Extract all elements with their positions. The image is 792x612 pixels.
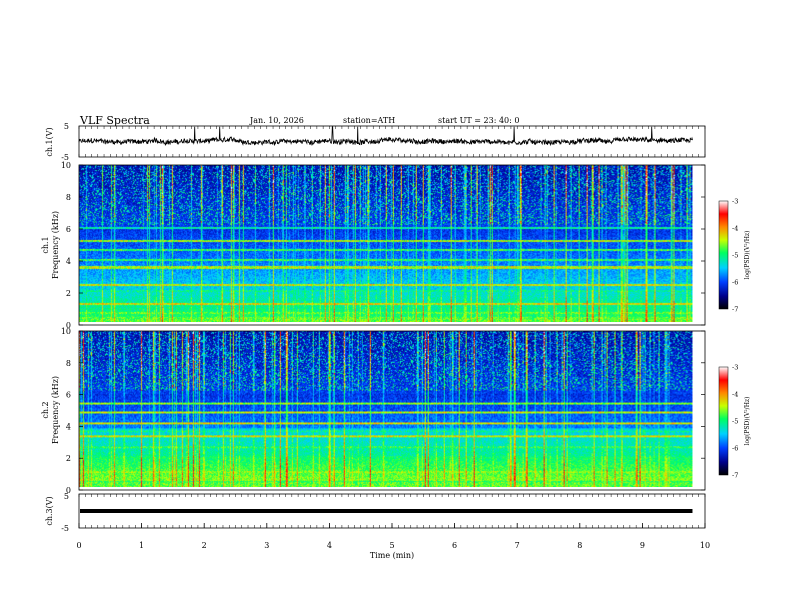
ch1-colorbar-tick-label: -6 bbox=[732, 279, 738, 287]
x-tick-label: 8 bbox=[577, 541, 582, 550]
ch1-spectrogram-image bbox=[79, 165, 693, 322]
ch1-spectrogram-ytick-label: 10 bbox=[61, 161, 71, 170]
ch1-colorbar-scale bbox=[718, 200, 729, 310]
x-tick-label: 2 bbox=[202, 541, 207, 550]
x-axis-label: Time (min) bbox=[370, 551, 414, 560]
ch2-spectrogram-frame bbox=[78, 330, 706, 491]
ch2-colorbar-tick-label: -5 bbox=[732, 418, 738, 426]
ch1-spectrogram-frame bbox=[78, 164, 706, 326]
ch2-colorbar-tick-label: -6 bbox=[732, 445, 738, 453]
ch2-spectrogram-ytick-label: 6 bbox=[66, 391, 71, 400]
ch2-colorbar-tick-label: -7 bbox=[732, 472, 738, 480]
ch2-spectrogram-ytick-label: 10 bbox=[61, 327, 71, 336]
ch1-waveform-panel: 5 -5 ch.1(V) bbox=[45, 122, 706, 162]
ch1-colorbar-tick-label: -4 bbox=[732, 225, 738, 233]
ch2-spectrogram-panel: 0 2 4 6 8 10 ch.2 Frequency (kHz) bbox=[41, 327, 706, 495]
ch2-colorbar-scale bbox=[718, 366, 729, 476]
ch2-spectrogram-ytick-label: 0 bbox=[66, 486, 71, 495]
ch1-colorbar-tick-label: -3 bbox=[732, 198, 738, 206]
ch1-colorbar-tick-label: -7 bbox=[732, 306, 738, 314]
ch1-spectrogram-panel: 0 2 4 6 8 10 ch.1 Frequency (kHz) bbox=[41, 161, 706, 330]
header-start-time: start UT = 23: 40: 0 bbox=[438, 116, 519, 125]
x-tick-label: 10 bbox=[700, 541, 710, 550]
ch2-colorbar-tick-label: -3 bbox=[732, 364, 738, 372]
x-tick-label: 9 bbox=[640, 541, 645, 550]
ch1-spectrogram-ytick-label: 6 bbox=[66, 225, 71, 234]
header-date: Jan. 10, 2026 bbox=[249, 116, 304, 125]
ch1-colorbar-label: log(PSD)(V²/Hz) bbox=[744, 231, 751, 280]
ch2-colorbar-tick-label: -4 bbox=[732, 391, 738, 399]
ch3-ytick-top: 5 bbox=[64, 492, 69, 501]
x-tick-label: 5 bbox=[389, 541, 394, 550]
ch2-spectrogram-ytick-label: 8 bbox=[66, 359, 71, 368]
x-tick-label: 0 bbox=[76, 541, 81, 550]
ch3-waveform-panel: 5 -5 ch.3(V) 0 1 2 3 4 5 6 7 8 9 10 Time (min) bbox=[45, 126, 710, 560]
ch2-spectrogram-image bbox=[79, 331, 693, 487]
ch1-spectrogram-ytick-label: 2 bbox=[66, 289, 71, 298]
x-tick-label: 4 bbox=[327, 541, 332, 550]
ch1-colorbar-tick-label: -5 bbox=[732, 252, 738, 260]
ch2-spectrogram-ylabel: Frequency (kHz) bbox=[51, 376, 60, 444]
ch1-spectrogram-ytick-label: 8 bbox=[66, 193, 71, 202]
ch2-colorbar: -3 -4 -5 -6 -7 log(PSD)(V²/Hz) bbox=[718, 364, 751, 480]
figure-title: VLF Spectra bbox=[79, 114, 150, 127]
header-station: station=ATH bbox=[343, 116, 395, 125]
x-tick-label: 7 bbox=[515, 541, 520, 550]
ch1-waveform-ylabel: ch.1(V) bbox=[45, 127, 54, 156]
ch1-spectrogram-ytick-label: 0 bbox=[66, 321, 71, 330]
ch3-ytick-bottom: -5 bbox=[61, 524, 69, 533]
ch1-waveform-trace bbox=[78, 126, 693, 147]
ch2-spectrogram-ytick-label: 2 bbox=[66, 454, 71, 463]
ch1-ytick-top: 5 bbox=[64, 122, 69, 131]
x-tick-label: 3 bbox=[264, 541, 269, 550]
ch1-spectrogram-ytick-label: 4 bbox=[66, 257, 71, 266]
ch1-colorbar: -3 -4 -5 -6 -7 log(PSD)(V²/Hz) bbox=[718, 198, 751, 314]
ch3-waveform-ylabel: ch.3(V) bbox=[45, 496, 54, 525]
x-tick-label: 1 bbox=[139, 541, 144, 550]
ch2-colorbar-label: log(PSD)(V²/Hz) bbox=[744, 397, 751, 446]
ch2-spectrogram-ytick-label: 4 bbox=[66, 422, 71, 431]
ch1-ytick-bottom: -5 bbox=[61, 153, 69, 162]
ch1-spectrogram-channel-label: ch.1 bbox=[41, 236, 50, 253]
ch2-spectrogram-channel-label: ch.2 bbox=[41, 401, 50, 418]
x-tick-label: 6 bbox=[452, 541, 457, 550]
ch1-spectrogram-ylabel: Frequency (kHz) bbox=[51, 211, 60, 279]
